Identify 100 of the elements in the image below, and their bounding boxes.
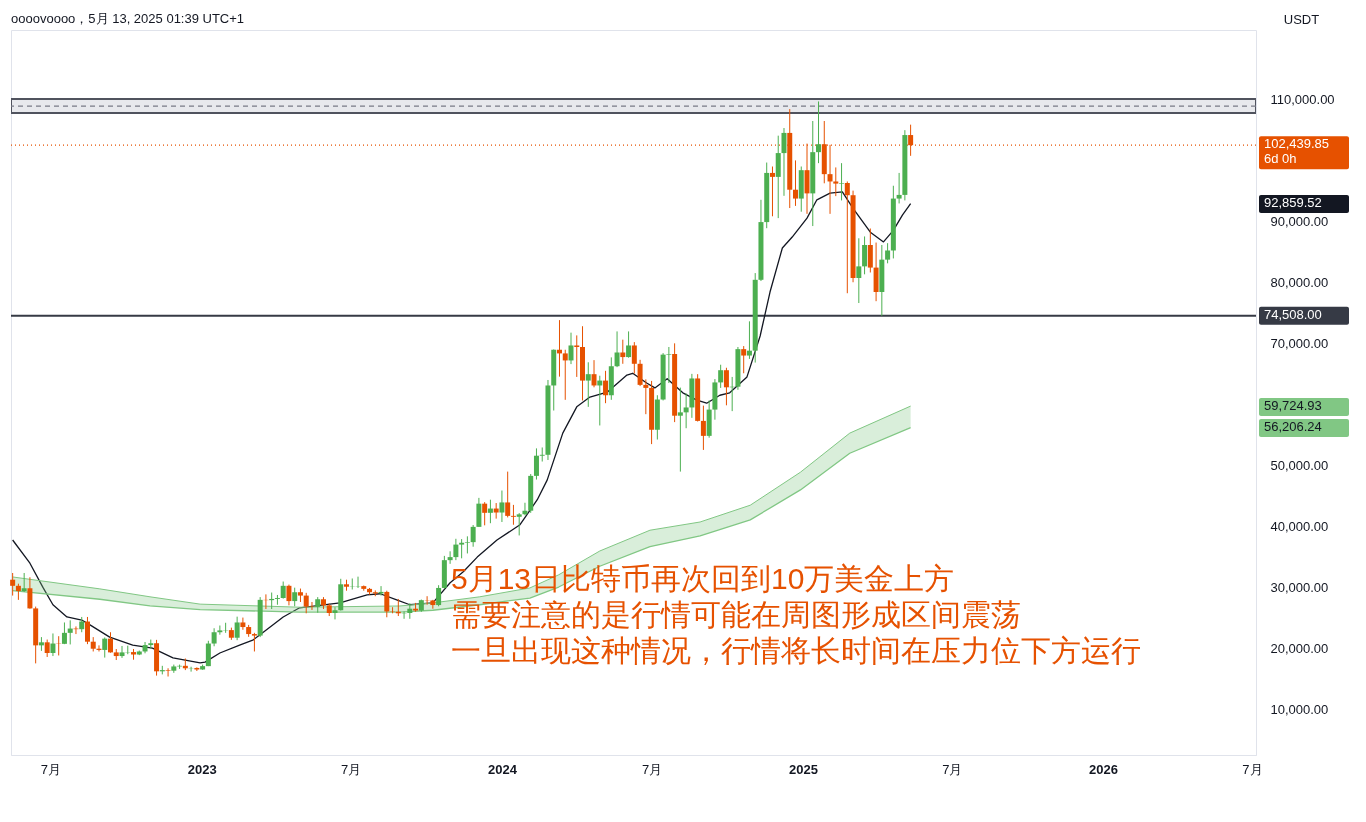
candlestick bbox=[205, 640, 211, 667]
candlestick bbox=[384, 590, 390, 618]
y-tick-label: 10,000.00 bbox=[1270, 702, 1329, 718]
candlestick bbox=[119, 645, 125, 659]
candlestick bbox=[332, 606, 338, 620]
candlestick bbox=[683, 392, 689, 429]
x-tick-label: 7月 bbox=[40, 761, 62, 777]
y-tick-label: 40,000.00 bbox=[1270, 519, 1329, 535]
candlestick bbox=[585, 361, 591, 408]
y-tick-label: 20,000.00 bbox=[1270, 641, 1329, 657]
candlestick bbox=[21, 572, 27, 593]
candlestick bbox=[643, 378, 649, 415]
candlestick bbox=[251, 632, 257, 652]
candlestick bbox=[142, 641, 148, 654]
candlestick bbox=[626, 330, 632, 359]
candlestick bbox=[591, 359, 597, 388]
x-tick-label: 2025 bbox=[788, 761, 818, 777]
candlestick bbox=[459, 538, 465, 559]
candlestick bbox=[539, 446, 545, 463]
y-axis-title: USDT bbox=[1283, 11, 1320, 27]
candlestick bbox=[793, 159, 798, 207]
candlestick bbox=[217, 625, 223, 636]
candlestick bbox=[568, 332, 574, 365]
candlestick bbox=[464, 535, 470, 554]
candlestick bbox=[516, 512, 522, 536]
chart-title: oooovoooo，5月 13, 2025 01:39 UTC+1 bbox=[11, 11, 245, 26]
candlestick bbox=[856, 237, 862, 304]
candlestick bbox=[637, 359, 643, 387]
candlestick bbox=[447, 550, 453, 565]
text: 56,206.24 bbox=[1264, 419, 1322, 434]
candlestick bbox=[746, 320, 752, 360]
candlestick bbox=[816, 100, 822, 164]
x-tick-label: 7月 bbox=[341, 761, 362, 777]
candlestick bbox=[723, 367, 729, 406]
candlestick bbox=[108, 631, 113, 654]
y-tick-label: 30,000.00 bbox=[1270, 580, 1329, 596]
candlestick bbox=[700, 405, 706, 451]
candlestick bbox=[505, 471, 511, 518]
candlestick bbox=[349, 577, 355, 590]
candlestick bbox=[666, 346, 672, 384]
y-tick-label: 110,000.00 bbox=[1270, 91, 1335, 107]
candlestick bbox=[303, 592, 309, 614]
candlestick bbox=[574, 334, 580, 378]
candlestick bbox=[510, 504, 516, 526]
candlestick bbox=[487, 499, 493, 524]
x-tick-label: 2026 bbox=[1089, 761, 1119, 777]
ref-line-label: 102,439.85 6d 0h bbox=[1264, 136, 1330, 167]
candlestick bbox=[885, 242, 891, 264]
candlestick bbox=[102, 636, 108, 659]
candlestick bbox=[470, 524, 476, 548]
candlestick bbox=[50, 632, 56, 657]
candlestick bbox=[240, 617, 246, 631]
candlestick bbox=[741, 345, 747, 374]
candlestick bbox=[844, 180, 850, 294]
candlestick bbox=[274, 594, 280, 606]
candlestick bbox=[165, 667, 171, 678]
annotation: 需要注意的是行情可能在周图形成区间震荡 bbox=[451, 598, 1021, 631]
candlestick bbox=[839, 162, 845, 201]
ref-line-label: 74,508.00 bbox=[1264, 306, 1322, 322]
candlestick bbox=[84, 616, 90, 645]
x-tick-label: 7月 bbox=[1242, 761, 1263, 777]
candlestick bbox=[603, 370, 609, 404]
candlestick bbox=[67, 619, 73, 645]
candlestick bbox=[286, 584, 292, 606]
text: 92,859.52 bbox=[1264, 195, 1322, 210]
text: 59,724.93 bbox=[1264, 398, 1322, 413]
y-tick-label: 50,000.00 bbox=[1270, 457, 1329, 473]
candlestick bbox=[562, 349, 568, 401]
candlestick bbox=[234, 616, 240, 641]
y-tick-label: 70,000.00 bbox=[1270, 335, 1329, 351]
y-tick-label: 80,000.00 bbox=[1270, 274, 1329, 290]
candlestick bbox=[27, 576, 33, 610]
candlestick bbox=[804, 143, 810, 215]
candlestick bbox=[677, 387, 683, 473]
candlestick bbox=[775, 135, 781, 219]
candlestick bbox=[10, 572, 16, 597]
candlestick bbox=[211, 627, 217, 647]
candlestick bbox=[476, 497, 482, 528]
candlestick bbox=[769, 166, 775, 217]
x-tick-label: 2023 bbox=[187, 761, 217, 777]
candlestick bbox=[499, 490, 505, 523]
candlestick bbox=[533, 447, 539, 481]
y-tick-label: 90,000.00 bbox=[1270, 213, 1329, 229]
annotation: 一旦出现这种情况，行情将长时间在压力位下方运行 bbox=[451, 634, 1141, 667]
x-tick-label: 2024 bbox=[487, 761, 518, 777]
candlestick bbox=[781, 127, 787, 197]
candlestick bbox=[833, 166, 839, 197]
candlestick bbox=[614, 330, 620, 368]
candlestick bbox=[620, 339, 626, 365]
x-tick-label: 7月 bbox=[641, 761, 663, 777]
candlestick bbox=[453, 538, 459, 561]
candlestick bbox=[867, 228, 873, 273]
x-tick-label: 7月 bbox=[942, 761, 963, 777]
candlestick bbox=[436, 584, 442, 607]
candlestick bbox=[631, 341, 637, 375]
candlestick bbox=[862, 235, 868, 275]
candlestick bbox=[896, 172, 902, 204]
candlestick bbox=[292, 587, 298, 607]
candlestick bbox=[718, 364, 724, 389]
candlestick bbox=[482, 501, 488, 526]
